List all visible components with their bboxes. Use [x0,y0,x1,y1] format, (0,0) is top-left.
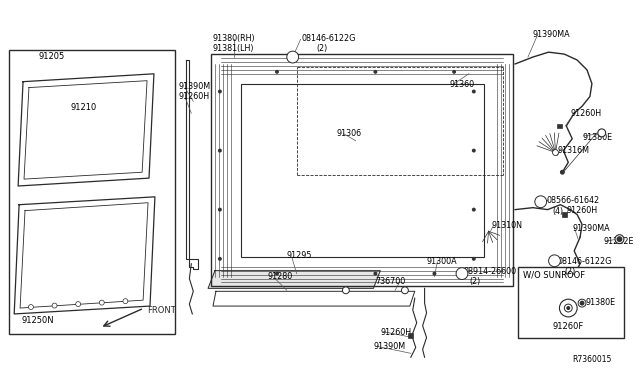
Circle shape [76,302,81,307]
Circle shape [275,70,279,74]
Text: 736700: 736700 [376,276,406,286]
Text: R: R [291,55,295,60]
Circle shape [275,272,279,276]
Text: 91260F: 91260F [553,322,584,331]
Bar [562,212,567,217]
Circle shape [123,299,128,304]
Text: 91300A: 91300A [426,257,457,266]
Text: 91260H: 91260H [570,109,602,118]
Circle shape [401,287,408,294]
Bar [408,333,413,338]
Circle shape [560,170,565,175]
Circle shape [99,300,104,305]
Text: 08146-6122G: 08146-6122G [301,35,356,44]
Text: 91380E: 91380E [582,133,612,142]
Text: (2): (2) [316,44,328,53]
Text: 91390M: 91390M [179,82,211,91]
Circle shape [564,304,572,312]
Circle shape [552,150,559,155]
Circle shape [615,235,624,244]
Bar [557,124,562,128]
Text: 91390MA: 91390MA [533,31,570,39]
Circle shape [598,129,605,137]
Polygon shape [208,271,380,288]
Text: 91390MA: 91390MA [572,224,610,233]
Text: 08146-6122G: 08146-6122G [557,257,612,266]
Text: 91250N: 91250N [21,316,54,325]
Text: 08566-61642: 08566-61642 [547,196,600,205]
Circle shape [578,299,586,307]
Text: 91260H: 91260H [566,206,597,215]
Text: 91380(RH): 91380(RH) [212,35,255,44]
Circle shape [472,90,476,93]
Text: N: N [460,272,465,277]
Text: 91360: 91360 [449,80,474,89]
Circle shape [28,305,33,310]
Text: W/O SUNROOF: W/O SUNROOF [523,271,585,280]
Text: (2): (2) [470,276,481,286]
Circle shape [218,90,222,93]
Text: B: B [552,259,557,264]
Text: 91260H: 91260H [380,328,412,337]
Circle shape [535,196,547,208]
Text: (2): (2) [564,267,575,276]
Bar [518,267,625,337]
Circle shape [616,236,623,242]
Circle shape [218,208,222,212]
Text: 91380E: 91380E [586,298,616,307]
Circle shape [580,301,584,305]
Circle shape [373,70,378,74]
Circle shape [456,268,468,279]
Bar [241,84,484,257]
Text: 91280: 91280 [267,272,292,280]
Text: 91381(LH): 91381(LH) [212,44,253,53]
Circle shape [342,287,349,294]
Text: R7360015: R7360015 [572,355,612,364]
Circle shape [373,272,378,276]
Circle shape [472,208,476,212]
Circle shape [452,70,456,74]
Circle shape [433,272,436,276]
Text: S: S [539,200,543,205]
Circle shape [472,148,476,153]
Text: 91210: 91210 [70,103,97,112]
Bar [9,50,175,334]
Text: 91306: 91306 [336,129,361,138]
Text: 91316M: 91316M [557,146,589,155]
Text: FRONT: FRONT [147,306,176,315]
Text: 91222E: 91222E [604,237,634,246]
Circle shape [559,299,577,317]
Circle shape [52,303,57,308]
Text: 91390M: 91390M [373,343,406,352]
Text: (4): (4) [552,207,564,216]
Circle shape [287,51,299,63]
Circle shape [218,257,222,261]
Bar [211,54,513,286]
Text: 91205: 91205 [39,52,65,61]
Circle shape [548,255,561,267]
Circle shape [218,148,222,153]
Circle shape [567,307,570,310]
Text: 08914-26600: 08914-26600 [464,267,517,276]
Text: 91310N: 91310N [492,221,522,230]
Circle shape [472,257,476,261]
Text: 91260H: 91260H [179,92,210,100]
Text: 91295: 91295 [287,251,312,260]
